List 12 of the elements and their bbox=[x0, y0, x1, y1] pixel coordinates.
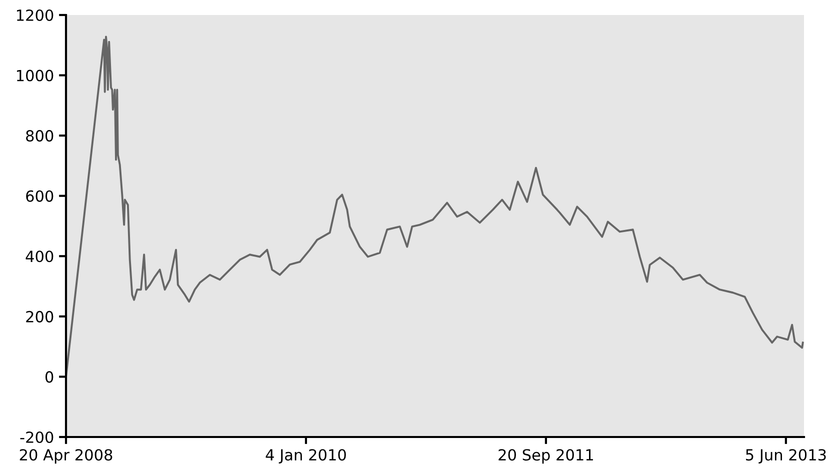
y-tick-label: 0 bbox=[45, 371, 54, 383]
y-tick-label: 1000 bbox=[16, 70, 54, 82]
x-tick-label: 20 Apr 2008 bbox=[20, 449, 112, 464]
x-tick-label: 5 Jun 2013 bbox=[746, 449, 826, 464]
y-tick-label: 800 bbox=[26, 130, 54, 142]
x-tick-label: 4 Jan 2010 bbox=[266, 449, 346, 464]
y-tick-label: 600 bbox=[26, 190, 54, 202]
y-tick-label: -200 bbox=[20, 431, 54, 444]
y-tick-label: 1200 bbox=[16, 9, 54, 22]
y-tick-label: 400 bbox=[26, 250, 54, 262]
x-tick-label: 20 Sep 2011 bbox=[498, 449, 593, 464]
y-tick-label: 200 bbox=[26, 310, 54, 322]
